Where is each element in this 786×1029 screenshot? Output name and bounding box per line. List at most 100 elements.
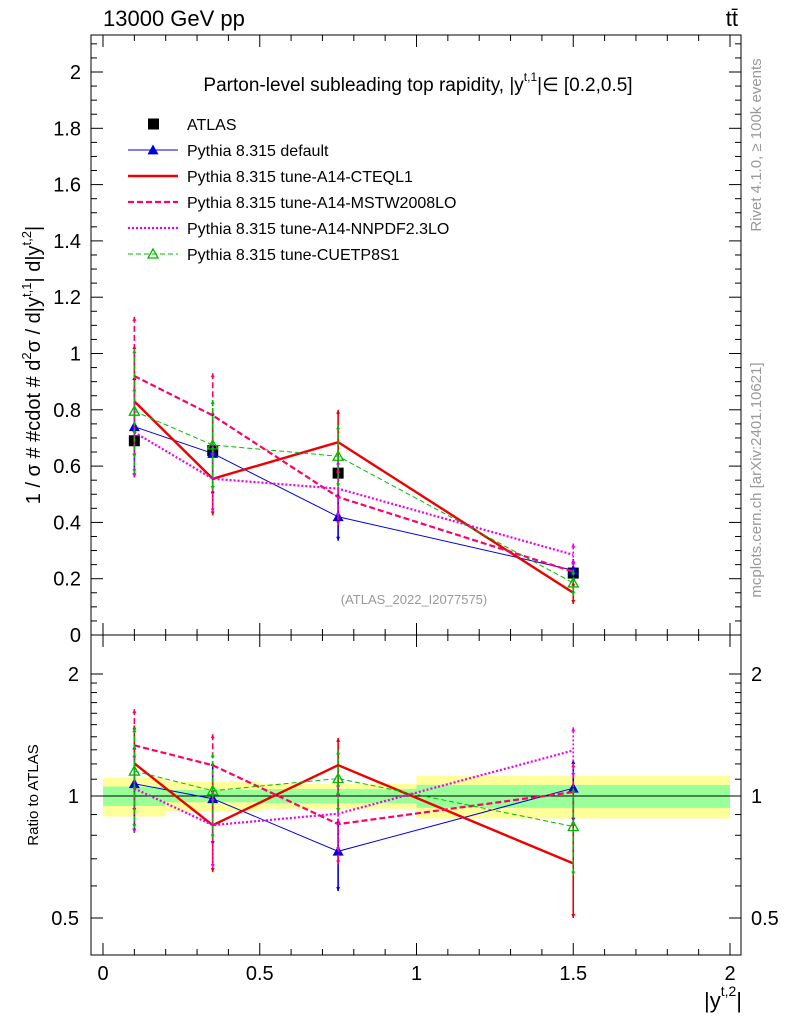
y-label-b: σ / d|y xyxy=(23,297,45,352)
main-errcap-bot-s1-p1 xyxy=(210,511,215,516)
y-label-sup3: t,2 xyxy=(19,231,34,245)
legend-label-s4: Pythia 8.315 tune-CUETP8S1 xyxy=(187,247,400,264)
main-line-s2 xyxy=(133,375,574,573)
y-tick-label-7: 1.4 xyxy=(53,231,81,253)
legend-marker-s4 xyxy=(146,247,160,259)
legend-marker-data xyxy=(148,118,159,130)
ratio-errcap-top-s2-p0 xyxy=(132,709,137,714)
y-label-a: 1 / σ # #cdot # d xyxy=(23,360,45,505)
ratio-line-s1 xyxy=(133,762,574,865)
main-errcap-top-s2-p2 xyxy=(336,468,341,473)
main-errcap-bot-s4-p0 xyxy=(132,469,137,474)
ratio-errcap-top-s3-p1 xyxy=(210,790,215,795)
ratio-errcap-bot-s4-p3 xyxy=(571,871,576,876)
x-label-tail: | xyxy=(736,988,742,1013)
ratio-errcap-top-s0-p3 xyxy=(571,759,576,764)
side-label-mcplots: mcplots.cern.ch [arXiv:2401.10621] xyxy=(748,362,765,597)
main-errcap-top-s1-p3 xyxy=(571,581,576,586)
y-axis-label: 1 / σ # #cdot # d2σ / d|yt,1| d|yt,2| xyxy=(19,226,45,504)
ratio-y-tick-label-right-0: 0.5 xyxy=(751,908,779,930)
x-label-main: |y xyxy=(704,988,721,1013)
main-line-s0 xyxy=(134,426,574,571)
y-tick-label-5: 1 xyxy=(70,344,81,366)
ratio-errcap-top-s4-p3 xyxy=(571,788,576,793)
chart-title-tail: |∈ [0.2,0.5] xyxy=(537,75,632,96)
ratio-y-tick-label-left-2: 2 xyxy=(68,664,79,686)
chart-title: Parton-level subleading top rapidity, |y… xyxy=(203,70,632,96)
y-tick-label-9: 1.8 xyxy=(53,118,81,140)
chart-title-sup: t,1 xyxy=(524,70,538,84)
main-errcap-bot-s4-p2 xyxy=(336,483,341,488)
ratio-y-tick-label-left-0: 0.5 xyxy=(51,908,79,930)
ratio-marker-s0-p3 xyxy=(567,782,579,793)
legend-label-s0: Pythia 8.315 default xyxy=(187,143,329,160)
main-line-s1 xyxy=(133,400,574,594)
y-tick-label-2: 0.4 xyxy=(53,512,81,534)
ratio-errcap-top-s4-p0 xyxy=(132,728,137,733)
y-label-d: | xyxy=(23,226,45,231)
ratio-errcap-bot-s2-p1 xyxy=(210,798,215,803)
legend-marker-s0 xyxy=(147,144,159,155)
y-label-sup2: t,1 xyxy=(19,283,34,297)
main-errcap-bot-s3-p1 xyxy=(210,508,215,513)
legend-label-s2: Pythia 8.315 tune-A14-MSTW2008LO xyxy=(187,195,456,212)
main-errcap-top-s3-p3 xyxy=(571,543,576,548)
main-line-s4 xyxy=(134,410,574,584)
main-errcap-top-s3-p1 xyxy=(210,444,215,449)
legend-label-data: ATLAS xyxy=(187,117,237,134)
x-label-sup: t,2 xyxy=(721,983,737,999)
main-errcap-bot-s3-p0 xyxy=(132,473,137,478)
process-label: tt̄ xyxy=(726,6,738,31)
y-tick-label-0: 0 xyxy=(70,625,81,647)
ratio-y-tick-label-left-1: 1 xyxy=(68,786,79,808)
ratio-errcap-top-s4-p2 xyxy=(336,750,341,755)
axes-ticks: 0 0.5 1 1.5 2 0 0.2 0.4 0.6 0.8 1 1.2 1.4 1.6 1.8 2 0.5 0… xyxy=(51,35,779,985)
main-errcap-top-s1-p2 xyxy=(336,409,341,414)
main-marker-s4-p3 xyxy=(567,576,580,588)
ratio-errcap-bot-s3-p3 xyxy=(571,773,576,778)
x-tick-label-1: 0.5 xyxy=(246,963,274,985)
ratio-errcap-top-s2-p1 xyxy=(210,734,215,739)
ratio-marker-s4-p2 xyxy=(332,772,345,784)
main-errcap-bot-s1-p3 xyxy=(571,600,576,605)
y-tick-label-4: 0.8 xyxy=(53,400,81,422)
main-line-s3 xyxy=(133,431,574,556)
main-marker-s4-p0 xyxy=(128,404,141,416)
y-tick-label-1: 0.2 xyxy=(53,569,81,591)
main-errcap-top-s3-p2 xyxy=(336,460,341,465)
main-errcap-bot-s2-p1 xyxy=(210,453,215,458)
ratio-y-tick-label-right-2: 2 xyxy=(751,664,762,686)
ratio-line-s0 xyxy=(134,783,574,852)
main-marker-s4-p1 xyxy=(206,438,219,450)
main-errcap-bot-s3-p2 xyxy=(336,512,341,517)
ratio-marker-s4-p3 xyxy=(567,820,580,832)
ratio-errcap-bot-s0-p2 xyxy=(336,887,341,892)
ratio-marker-s4-p1 xyxy=(206,784,219,796)
x-tick-label-2: 1 xyxy=(411,963,422,985)
y-tick-label-3: 0.6 xyxy=(53,456,81,478)
main-errcap-top-s2-p0 xyxy=(132,316,137,321)
x-tick-label-0: 0 xyxy=(97,963,108,985)
chart-title-main: Parton-level subleading top rapidity, |y xyxy=(203,75,524,96)
x-tick-label-3: 1.5 xyxy=(559,963,587,985)
ratio-panel-series xyxy=(128,709,580,918)
y-label-sup1: 2 xyxy=(19,352,34,359)
legend-label-s1: Pythia 8.315 tune-A14-CTEQL1 xyxy=(187,169,413,186)
ratio-errcap-bot-s3-p2 xyxy=(336,847,341,852)
ratio-line-s3 xyxy=(133,749,574,827)
ratio-errcap-bot-s1-p3 xyxy=(571,914,576,918)
main-errcap-top-s2-p1 xyxy=(210,373,215,378)
ratio-errcap-top-s4-p1 xyxy=(210,753,215,758)
ratio-errcap-bot-s4-p0 xyxy=(132,824,137,829)
ratio-errcap-bot-s1-p1 xyxy=(210,868,215,873)
legend-label-s3: Pythia 8.315 tune-A14-NNPDF2.3LO xyxy=(187,221,449,238)
main-marker-s4-p2 xyxy=(332,449,345,461)
main-errcap-bot-s2-p2 xyxy=(336,521,341,526)
ratio-line-s4 xyxy=(134,770,574,827)
main-errcap-top-s4-p2 xyxy=(336,425,341,430)
y-label-c: | d|y xyxy=(23,245,45,282)
main-errcap-top-s4-p3 xyxy=(571,570,576,575)
main-errcap-top-s4-p0 xyxy=(132,349,137,354)
